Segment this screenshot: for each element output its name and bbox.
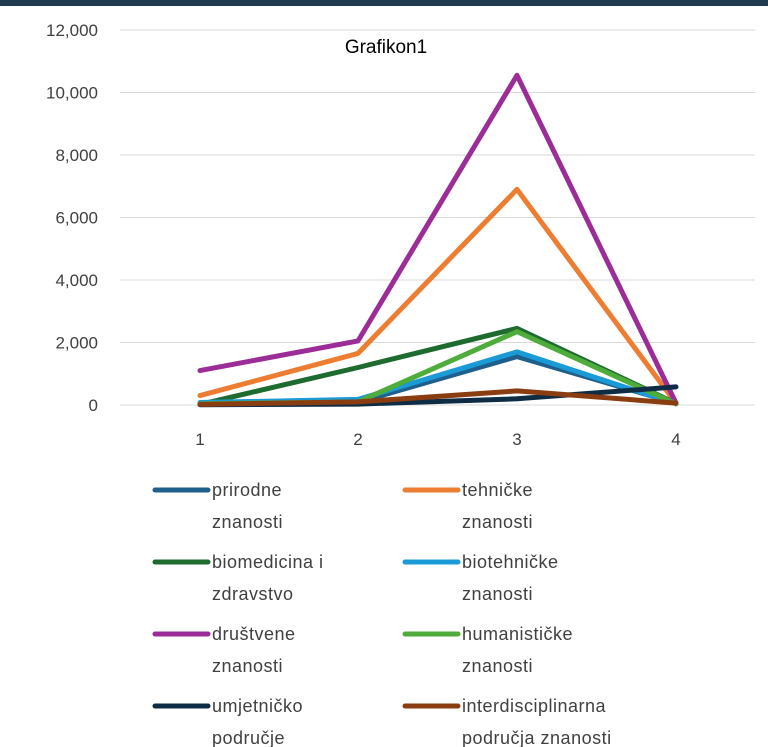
y-axis-tick-labels: 0 2,000 4,000 6,000 8,000 10,000 12,000 — [46, 21, 98, 415]
y-tick-label: 8,000 — [55, 146, 98, 165]
legend-item: humanističke znanosti — [402, 624, 573, 676]
legend-item: biotehničke znanosti — [402, 552, 559, 604]
series-line-2 — [197, 186, 679, 406]
legend-label: znanosti — [212, 656, 283, 676]
legend-label: tehničke — [462, 480, 533, 500]
legend-label: zdravstvo — [212, 584, 294, 604]
y-tick-label: 2,000 — [55, 334, 98, 353]
legend-label: znanosti — [212, 512, 283, 532]
legend-item: tehničke znanosti — [402, 480, 533, 532]
legend-label: znanosti — [462, 656, 533, 676]
series-line-5 — [197, 72, 679, 406]
legend-label: biotehničke — [462, 552, 559, 572]
x-axis-tick-labels: 1 2 3 4 — [195, 430, 680, 449]
legend-item: prirodne znanosti — [152, 480, 283, 532]
chart-title: Grafikon1 — [345, 37, 427, 58]
top-border — [0, 0, 768, 6]
x-tick-label: 2 — [353, 430, 362, 449]
legend-label: društvene — [212, 624, 296, 644]
legend-label: biomedicina i — [212, 552, 324, 572]
legend-item: biomedicina i zdravstvo — [152, 552, 324, 604]
legend-label: znanosti — [462, 584, 533, 604]
legend: prirodne znanosti tehničke znanosti biomedic… — [152, 480, 612, 747]
y-tick-label: 6,000 — [55, 209, 98, 228]
y-tick-label: 0 — [89, 396, 98, 415]
x-tick-label: 1 — [195, 430, 204, 449]
legend-label: humanističke — [462, 624, 573, 644]
legend-item: umjetničko područje — [152, 696, 303, 747]
legend-item: društvene znanosti — [152, 624, 296, 676]
legend-label: umjetničko — [212, 696, 303, 716]
y-tick-label: 10,000 — [46, 84, 98, 103]
x-tick-label: 3 — [512, 430, 521, 449]
legend-label: znanosti — [462, 512, 533, 532]
series-lines — [197, 72, 679, 408]
legend-item: interdisciplinarna područja znanosti — [402, 696, 612, 747]
y-tick-label: 12,000 — [46, 21, 98, 40]
x-tick-label: 4 — [671, 430, 680, 449]
legend-label: područja znanosti — [462, 728, 612, 747]
legend-label: područje — [212, 728, 285, 747]
series-line-8 — [197, 388, 679, 407]
legend-label: interdisciplinarna — [462, 696, 607, 716]
y-tick-label: 4,000 — [55, 271, 98, 290]
legend-label: prirodne — [212, 480, 282, 500]
